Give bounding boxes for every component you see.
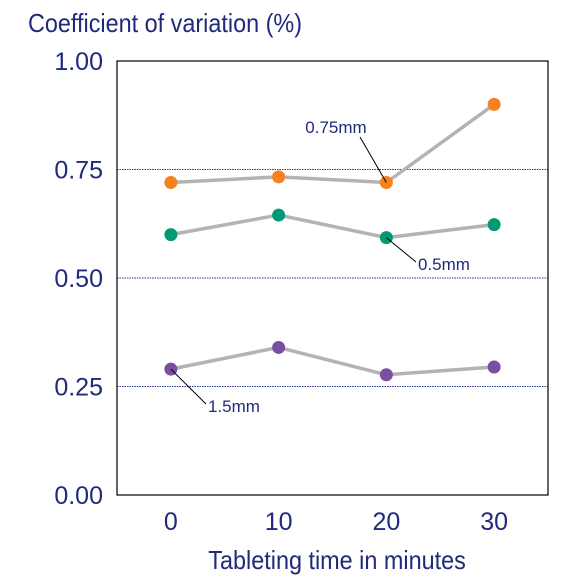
x-axis-title: Tableting time in minutes [0, 545, 580, 576]
data-point [272, 170, 286, 184]
data-point [164, 228, 178, 242]
y-tick-label: 0.75 [54, 157, 103, 185]
data-point [487, 218, 501, 232]
data-point [379, 368, 393, 382]
label-leader-line [359, 136, 387, 183]
x-tick-label: 10 [265, 508, 293, 536]
series-label: 0.5mm [418, 255, 470, 274]
data-point [272, 340, 286, 354]
x-axis-title-text: Tableting time in minutes [208, 545, 467, 575]
series-label: 0.75mm [305, 118, 366, 137]
x-tick-label: 0 [164, 508, 178, 536]
series-line [170, 213, 495, 240]
label-leader-line [386, 237, 417, 263]
plot-frame [116, 60, 549, 496]
label-leader-line [170, 368, 207, 405]
data-point [487, 97, 501, 111]
y-tick-labels: 0.00 0.25 0.50 0.75 1.00 [54, 48, 103, 510]
data-point [272, 208, 286, 222]
x-tick-labels: 0 10 20 30 [164, 508, 508, 536]
data-point [164, 176, 178, 190]
y-tick-label: 0.00 [54, 482, 103, 510]
x-tick-label: 20 [372, 508, 400, 536]
grid-lines [117, 169, 548, 387]
x-tick-label: 30 [480, 508, 508, 536]
series-line [170, 102, 496, 185]
y-tick-label: 0.25 [54, 374, 103, 402]
chart-title: Coefficient of variation (%) [28, 8, 302, 38]
series-line [170, 345, 495, 377]
series-label: 1.5mm [208, 397, 260, 416]
series-layer [164, 97, 501, 382]
y-tick-label: 1.00 [54, 48, 103, 76]
data-point [487, 360, 501, 374]
series-labels: 0.75mm 0.5mm 1.5mm [170, 118, 470, 416]
y-tick-label: 0.50 [54, 265, 103, 293]
